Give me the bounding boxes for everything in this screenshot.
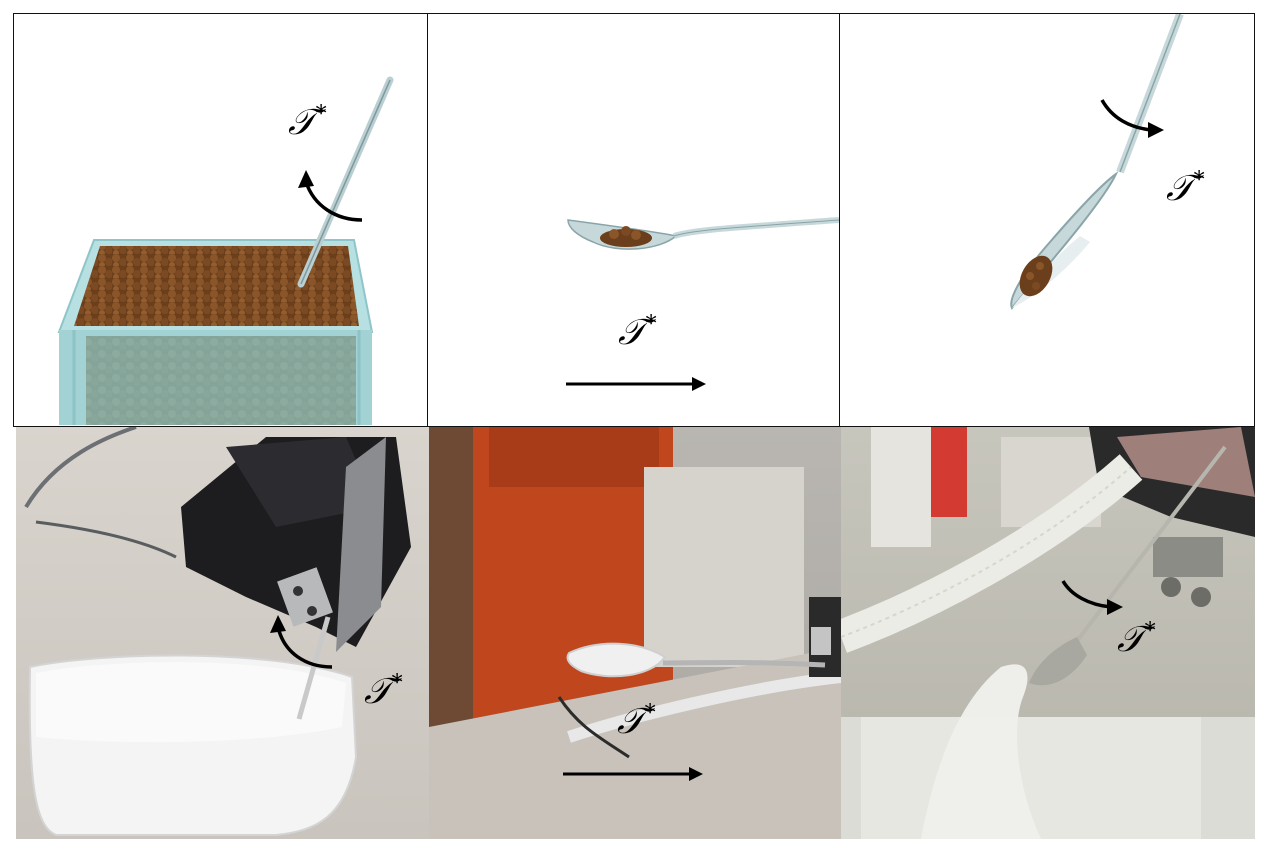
trajectory-label: 𝒯* [618, 312, 657, 353]
robot-arm [1089, 427, 1255, 607]
panel-sim-transport: 𝒯* [427, 13, 841, 427]
trajectory-label: 𝒯* [288, 102, 327, 143]
trajectory-label: 𝒯* [1117, 619, 1156, 660]
spoon [1010, 14, 1184, 310]
translate-arrow [563, 767, 703, 781]
spoon [567, 217, 839, 250]
sim-pour-scene [1010, 14, 1184, 310]
trajectory-label: 𝒯* [1166, 168, 1205, 209]
real-pour-photo [841, 427, 1255, 839]
powder-container [841, 664, 1255, 839]
robot-gripper [181, 437, 411, 652]
spoon-handle [1075, 445, 1227, 643]
sim-scoop-scene [57, 76, 394, 425]
spoon [566, 642, 826, 678]
rotate-arrow [1100, 99, 1164, 138]
rotate-arrow [270, 615, 333, 669]
trajectory-label: 𝒯* [364, 671, 403, 712]
real-scoop-photo [16, 427, 429, 839]
rotate-arrow [1061, 580, 1123, 615]
sim-transport-scene [566, 217, 839, 391]
panel-real-scoop: 𝒯* [16, 427, 429, 839]
trajectory-label: 𝒯* [617, 701, 656, 742]
translate-arrow [566, 377, 706, 391]
powder-container [28, 654, 358, 836]
panel-real-transport: 𝒯* [429, 427, 841, 839]
panel-sim-pour: 𝒯* [839, 13, 1255, 427]
panel-real-pour: 𝒯* [841, 427, 1255, 839]
rotate-arrow [298, 170, 363, 222]
spoon-handle [296, 616, 331, 720]
panel-sim-scoop: 𝒯* [13, 13, 429, 427]
real-transport-photo [429, 427, 841, 839]
granule-container [57, 239, 374, 425]
